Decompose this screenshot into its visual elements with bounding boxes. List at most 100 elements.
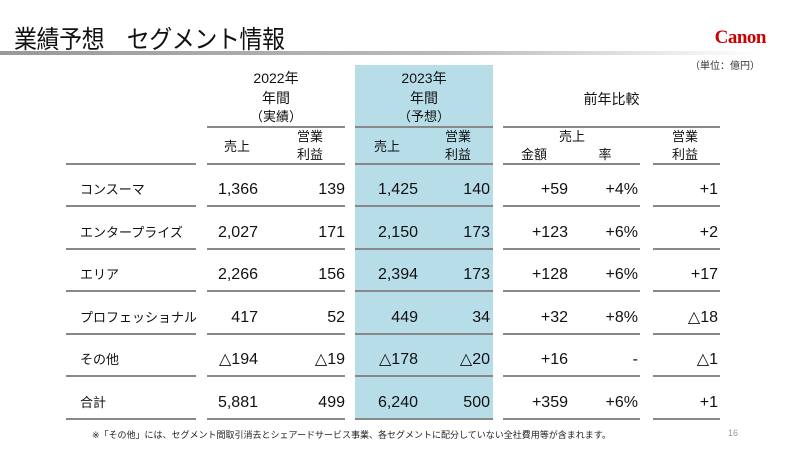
segment-label: その他	[80, 352, 120, 368]
header-sales-2023: 売上	[373, 139, 400, 154]
row-underline	[355, 375, 493, 378]
cell-o23: 34	[472, 308, 490, 326]
page-number: 16	[728, 428, 739, 438]
row-underline	[503, 418, 640, 420]
cell-ds: +59	[540, 181, 568, 198]
segment-label: エリア	[80, 267, 120, 283]
header-2023: 2023年 年間 （予想）	[355, 68, 493, 126]
cell-do: +1	[699, 394, 718, 411]
segment-label: コンスーマ	[80, 182, 145, 197]
cell-s22: 2,266	[217, 266, 258, 284]
row-underline	[653, 375, 720, 378]
cell-dr: +6%	[605, 223, 638, 241]
cell-do: △18	[687, 308, 718, 326]
cell-s22: △194	[219, 351, 258, 369]
cell-s22: 417	[231, 308, 258, 326]
forecast-column-highlight	[355, 65, 493, 420]
divider	[207, 163, 345, 165]
header-op-line2: 利益	[296, 147, 323, 162]
header-2023-year: 2023年	[401, 70, 447, 86]
header-yoy: 前年比較	[583, 91, 640, 107]
cell-dr: -	[632, 351, 638, 369]
header-op-line1: 営業	[296, 129, 323, 144]
row-underline	[503, 290, 640, 293]
row-underline	[653, 247, 720, 250]
cell-do: +2	[699, 223, 718, 241]
table-row: 合計 5,881 499 6,240 500 +359 +6% +1	[0, 378, 800, 420]
cell-s23: 2,394	[377, 266, 418, 284]
row-underline	[653, 332, 720, 335]
table-row: エンタープライズ 2,027 171 2,150 173 +123 +6% +2	[0, 208, 800, 250]
divider	[355, 163, 493, 165]
header-yoy-amount: 金額	[520, 147, 547, 162]
header-2022-year: 2022年	[253, 70, 299, 86]
segment-label: エンタープライズ	[80, 224, 183, 240]
header-op-line1: 営業	[671, 129, 698, 144]
cell-o22: △19	[314, 351, 345, 369]
cell-ds: +359	[531, 394, 568, 411]
cell-o23: 173	[463, 266, 490, 284]
row-underline	[66, 332, 196, 335]
header-op-line2: 利益	[444, 147, 471, 162]
header-2022-annual: 年間	[262, 90, 290, 106]
cell-s23: 449	[391, 308, 418, 326]
page-title: 業績予想 セグメント情報	[14, 26, 285, 54]
divider	[653, 163, 720, 165]
cell-o23: 140	[463, 181, 490, 198]
row-underline	[66, 375, 196, 378]
header-yoy-sales: 売上	[558, 129, 585, 144]
row-underline	[355, 332, 493, 335]
cell-ds: +128	[531, 266, 568, 284]
cell-ds: +32	[540, 308, 568, 326]
header-2023-forecast: （予想）	[397, 109, 450, 124]
cell-dr: +4%	[605, 181, 638, 198]
row-underline	[355, 205, 493, 207]
header-op-2022: 営業 利益	[290, 128, 330, 164]
cell-s22: 2,027	[217, 223, 258, 241]
cell-ds: +123	[531, 223, 568, 241]
row-underline	[653, 290, 720, 293]
cell-s22: 1,366	[217, 181, 258, 198]
row-underline	[355, 418, 493, 420]
divider	[355, 126, 493, 128]
cell-s23: 6,240	[377, 394, 418, 411]
header-yoy-op: 営業 利益	[663, 128, 707, 164]
row-underline	[503, 205, 640, 207]
cell-do: △1	[696, 351, 718, 369]
canon-logo: Canon	[714, 27, 767, 48]
row-underline	[207, 290, 345, 293]
cell-o23: 500	[463, 394, 490, 411]
row-underline	[207, 247, 345, 250]
table-row: エリア 2,266 156 2,394 173 +128 +6% +17	[0, 250, 800, 293]
row-underline	[207, 332, 345, 335]
cell-o22: 156	[318, 266, 345, 284]
row-underline	[503, 375, 640, 378]
row-underline	[653, 418, 720, 420]
cell-o23: △20	[459, 351, 490, 369]
row-underline	[207, 205, 345, 207]
cell-s23: 2,150	[377, 223, 418, 241]
footnote: ※「その他」には、セグメント間取引消去とシェアードサービス事業、各セグメントに配…	[92, 430, 611, 440]
header-op-line2: 利益	[671, 147, 698, 162]
row-underline	[503, 247, 640, 250]
table-row: コンスーマ 1,366 139 1,425 140 +59 +4% +1	[0, 165, 800, 207]
divider	[503, 126, 720, 128]
cell-dr: +6%	[605, 266, 638, 284]
unit-label: （単位：億円）	[690, 61, 760, 72]
row-underline	[66, 418, 196, 420]
row-underline	[207, 418, 345, 420]
cell-o22: 171	[318, 223, 345, 241]
row-underline	[66, 290, 196, 293]
segment-label: 合計	[80, 395, 107, 410]
row-underline	[355, 290, 493, 293]
header-yoy-rate: 率	[598, 147, 612, 162]
header-op-2023: 営業 利益	[438, 128, 478, 164]
row-underline	[66, 247, 196, 250]
row-underline	[503, 332, 640, 335]
row-underline	[207, 375, 345, 378]
cell-o22: 52	[327, 308, 345, 326]
title-divider	[0, 51, 760, 55]
header-op-line1: 営業	[444, 129, 471, 144]
table-row: プロフェッショナル 417 52 449 34 +32 +8% △18	[0, 293, 800, 335]
cell-dr: +8%	[605, 308, 638, 326]
